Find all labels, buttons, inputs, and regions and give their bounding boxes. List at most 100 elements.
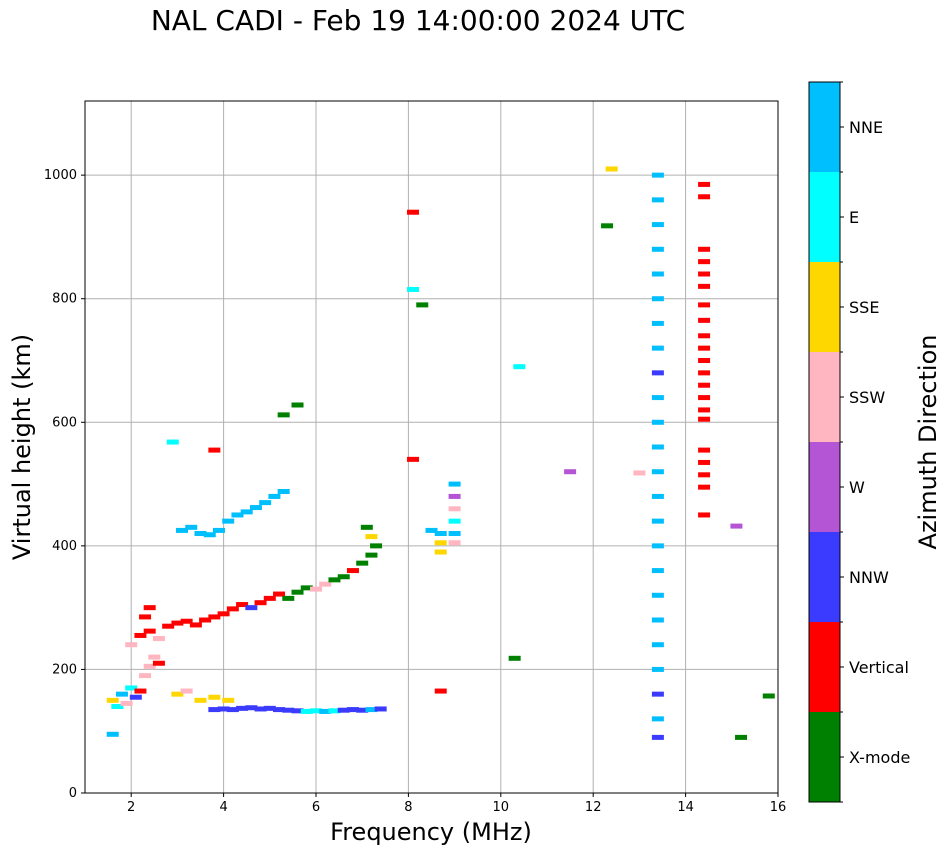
echo-point [651,246,664,252]
echo-point [171,620,184,626]
echo-point [125,685,138,691]
echo-point [162,623,175,629]
echo-point [651,345,664,351]
echo-point [268,493,281,499]
echo-point [166,439,179,445]
echo-point [651,222,664,228]
echo-point [254,600,267,606]
echo-point [328,577,341,583]
colorbar-tick-label: SSW [849,388,885,407]
x-axis-ticks: 2 4 6 8 10 12 14 16 [127,793,786,815]
echo-point [698,271,711,277]
echo-point [273,707,286,713]
echo-point [185,524,198,530]
colorbar-swatch [809,352,840,442]
x-tick-label: 14 [677,800,694,815]
echo-point [651,592,664,598]
echo-point [263,595,276,601]
echo-point [148,654,161,660]
echo-point [240,509,253,515]
colorbar-swatch [809,712,840,802]
echo-point [291,589,304,595]
echo-point [152,636,165,642]
echo-point [194,531,207,536]
echo-point [365,552,378,558]
echo-point [176,527,189,533]
x-tick-label: 4 [219,800,227,815]
echo-point [698,302,711,308]
echo-point [698,259,711,265]
echo-point [360,524,373,530]
echo-point [310,586,322,592]
echo-point [374,706,387,712]
echo-point [698,317,711,323]
echo-point [199,617,212,623]
echo-point [651,716,664,722]
chart-title: NAL CADI - Feb 19 14:00:00 2024 UTC [150,4,686,37]
x-tick-label: 6 [312,800,320,815]
echo-point [651,493,664,499]
echo-point [651,691,664,697]
echo-point [129,694,142,700]
echo-point [203,532,216,538]
echo-point [698,512,711,518]
echo-point [152,660,165,666]
echo-point [143,663,156,669]
echo-point [416,302,429,308]
echo-point [277,488,290,494]
echo-point [245,705,258,711]
echo-point [698,395,711,401]
echo-point [651,370,664,376]
echo-point [231,512,244,518]
echo-point [249,505,262,511]
echo-point [236,602,249,608]
echo-point [651,444,664,450]
y-axis-ticks: 0 200 400 600 800 1000 [44,168,85,801]
echo-point [125,642,138,648]
echo-point [111,704,124,709]
echo-point [139,614,152,620]
y-axis-label: Virtual height (km) [8,333,36,561]
echo-point [319,581,332,587]
echo-point [651,395,664,401]
colorbar-tick-label: NNW [849,568,889,587]
echo-point [651,271,664,277]
echo-point [698,407,711,413]
echo-point [254,706,267,712]
echo-point [651,197,664,203]
echo-point [448,531,461,536]
echo-point [143,628,156,634]
echo-point [434,540,447,546]
echo-point [651,518,664,524]
echo-point [245,605,258,611]
y-tick-label: 800 [52,292,77,307]
echo-point [180,688,193,694]
echo-point [651,320,664,326]
echo-point [508,655,521,661]
colorbar-tick-label: E [849,208,859,227]
echo-point [370,543,383,549]
echo-point [365,707,378,713]
echo-point [698,447,711,453]
colorbar-tick-label: NNE [849,118,883,137]
echo-point [134,632,147,638]
echo-point [236,705,249,711]
echo-point [698,382,711,388]
echo-point [448,481,461,487]
echo-point [651,469,664,475]
x-axis-label: Frequency (MHz) [330,818,532,846]
echo-point [698,416,711,422]
echo-point [171,691,184,697]
echo-point [319,708,332,714]
echo-point [143,605,156,611]
echo-point [651,642,664,648]
colorbar-swatch [809,622,840,712]
echo-point [434,688,447,694]
colorbar-swatch [809,172,840,262]
echo-point [448,518,461,524]
echo-point [698,181,711,187]
echo-point [194,697,207,703]
echo-point [310,708,322,714]
echo-point [698,333,711,339]
